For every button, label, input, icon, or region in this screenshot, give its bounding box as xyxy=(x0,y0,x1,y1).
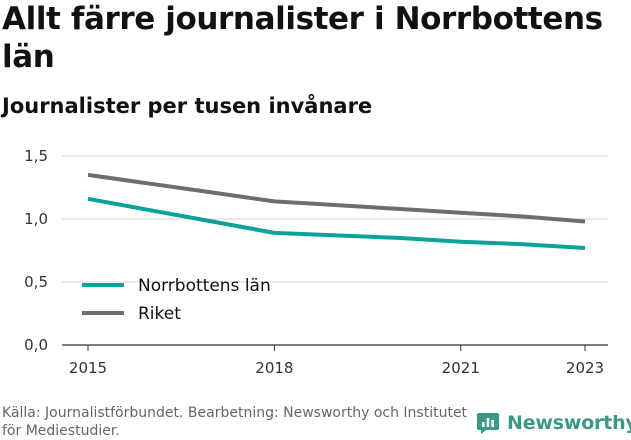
x-axis-ticks: 2015 2018 2021 2023 xyxy=(69,345,604,377)
y-axis-ticks: 0,0 0,5 1,0 1,5 xyxy=(24,147,48,354)
x-tick-label: 2015 xyxy=(69,359,107,377)
y-tick-label: 1,5 xyxy=(24,147,48,165)
series-lines xyxy=(87,172,586,250)
legend-label: Norrbottens län xyxy=(138,276,271,296)
series-line-norrbottens-lan xyxy=(87,196,586,250)
x-tick-label: 2018 xyxy=(255,359,293,377)
y-tick-label: 1,0 xyxy=(24,210,48,228)
legend: Norrbottens län Riket xyxy=(82,276,271,324)
chart-subtitle: Journalister per tusen invånare xyxy=(2,94,373,118)
series-line-riket xyxy=(87,172,586,224)
newsworthy-logo-icon xyxy=(477,413,499,434)
source-note: Källa: Journalistförbundet. Bearbetning:… xyxy=(2,405,468,439)
x-tick-label: 2023 xyxy=(566,359,604,377)
grid-lines xyxy=(62,155,608,346)
chart-title: Allt färre journalister i Norrbottens lä… xyxy=(2,1,603,75)
brand-logo: Newsworthy xyxy=(476,410,631,436)
line-chart: 0,0 0,5 1,0 1,5 2015 2018 2021 2023 Norrbotten… xyxy=(24,147,608,377)
y-tick-label: 0,0 xyxy=(24,336,48,354)
legend-label: Riket xyxy=(138,304,181,324)
x-tick-label: 2021 xyxy=(442,359,480,377)
brand-name: Newsworthy xyxy=(507,412,631,434)
y-tick-label: 0,5 xyxy=(24,273,48,291)
